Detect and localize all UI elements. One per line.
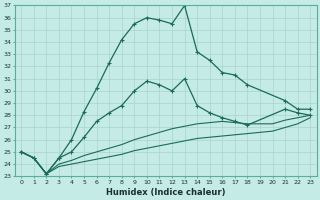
X-axis label: Humidex (Indice chaleur): Humidex (Indice chaleur) xyxy=(106,188,226,197)
